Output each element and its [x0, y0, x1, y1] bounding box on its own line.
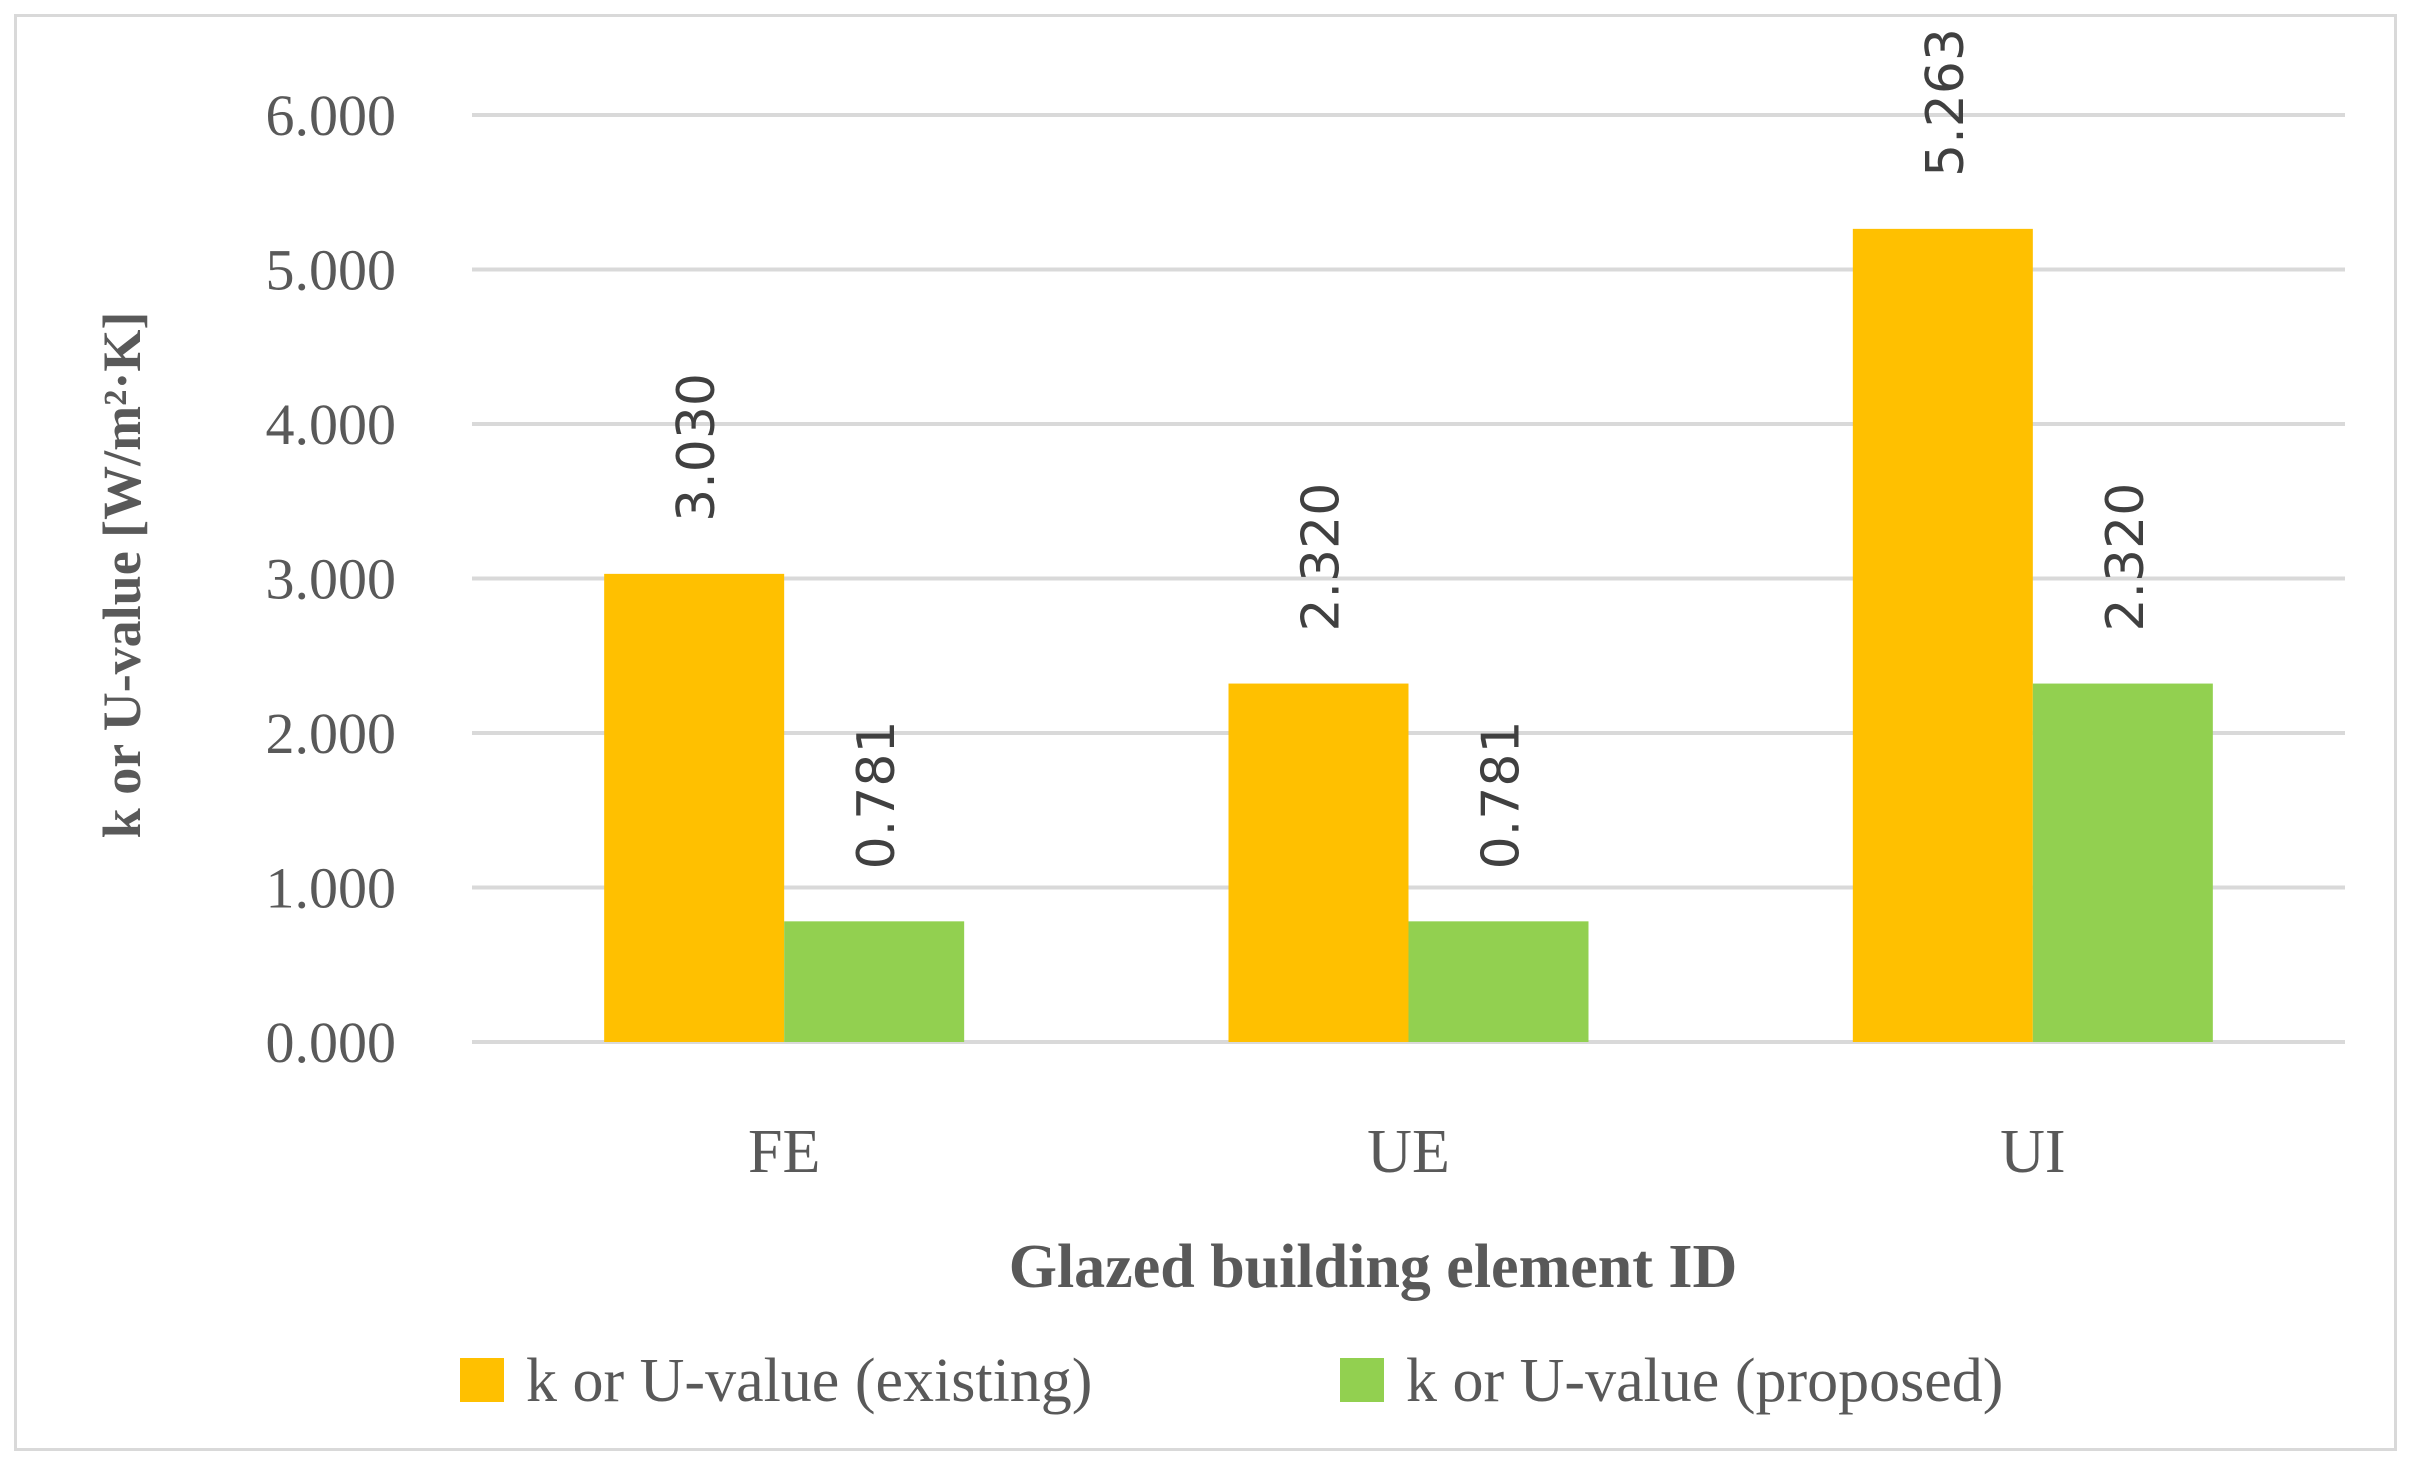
data-label: 2.320: [2096, 483, 2156, 632]
y-tick-label: 0.000: [266, 1010, 397, 1075]
y-tick-label: 5.000: [266, 238, 397, 303]
data-label: 2.320: [1292, 483, 1352, 632]
bar-fe-proposed: [784, 921, 965, 1042]
data-label: 0.781: [1472, 720, 1532, 869]
y-tick-label: 2.000: [266, 701, 397, 766]
data-label: 3.030: [667, 373, 727, 522]
data-label: 0.781: [847, 720, 907, 869]
y-tick-label: 4.000: [266, 392, 397, 457]
x-tick-label: FE: [748, 1118, 820, 1186]
x-tick-label: UI: [2000, 1118, 2065, 1186]
bar-ui-proposed: [2032, 683, 2213, 1042]
y-axis-title: k or U-value [W/m²·K]: [92, 312, 152, 839]
y-tick-label: 6.000: [266, 83, 397, 148]
legend-label-existing: k or U-value (existing): [526, 1347, 1092, 1415]
bar-fe-existing: [604, 573, 785, 1042]
legend-swatch-proposed: [1340, 1358, 1384, 1402]
y-tick-label: 1.000: [266, 856, 397, 921]
legend-label-proposed: k or U-value (proposed): [1406, 1347, 2003, 1415]
y-tick-label: 3.000: [266, 547, 397, 612]
y-axis-ticks: 0.000 1.000 2.000 3.000 4.000 5.000 6.000: [266, 83, 397, 1075]
bar-ue-existing: [1228, 683, 1409, 1042]
data-label: 5.263: [1916, 28, 1976, 177]
legend-item-proposed: k or U-value (proposed): [1340, 1347, 2003, 1415]
x-axis-ticks: FE UE UI: [748, 1118, 2066, 1186]
x-axis-title: Glazed building element ID: [1009, 1233, 1738, 1301]
bar-ue-proposed: [1408, 921, 1589, 1042]
x-tick-label: UE: [1367, 1118, 1450, 1186]
legend: k or U-value (existing) k or U-value (pr…: [460, 1347, 2003, 1415]
legend-swatch-existing: [460, 1358, 504, 1402]
bars: [604, 228, 2213, 1042]
legend-item-existing: k or U-value (existing): [460, 1347, 1092, 1415]
data-labels: 3.030 0.781 2.320 0.781 5.263 2.320: [667, 28, 2156, 869]
bar-ui-existing: [1852, 228, 2033, 1042]
